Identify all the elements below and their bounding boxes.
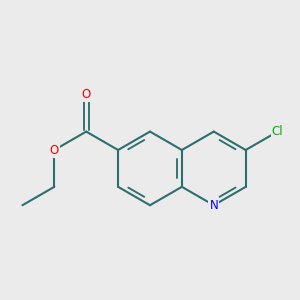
- Text: Cl: Cl: [272, 125, 284, 138]
- Text: O: O: [82, 88, 91, 101]
- Text: O: O: [50, 143, 59, 157]
- Text: N: N: [209, 199, 218, 212]
